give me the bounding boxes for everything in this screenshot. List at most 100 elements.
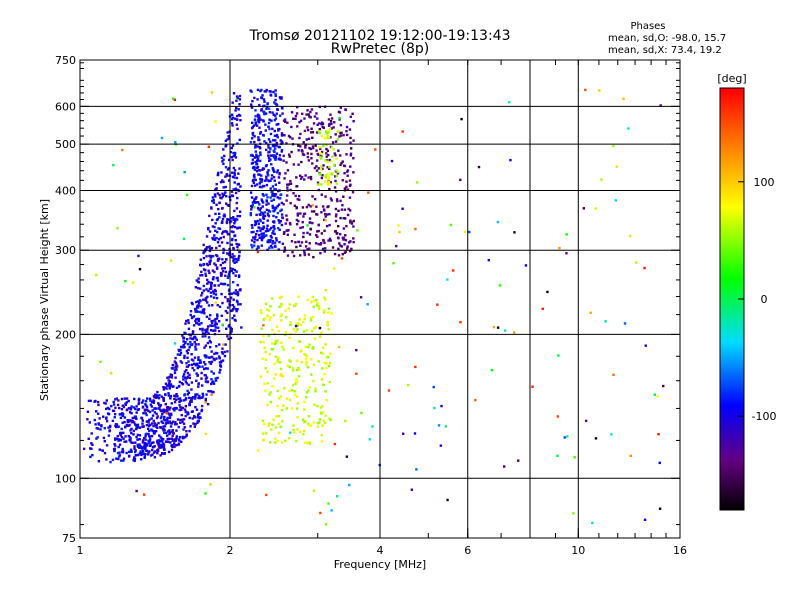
data-point [169,412,173,416]
data-point [182,378,185,381]
data-point [235,106,238,110]
data-point [202,268,206,271]
data-point [285,218,289,222]
data-point [263,110,266,114]
data-point [307,415,311,418]
data-point [209,285,213,289]
data-point [136,445,140,448]
data-point [348,196,352,199]
data-point [226,298,229,301]
data-point [147,434,151,438]
data-point [315,165,318,168]
data-point [299,226,302,230]
data-point [258,203,261,206]
data-point [225,221,229,225]
data-point [312,122,316,125]
data-point [293,393,297,396]
data-point [168,408,171,411]
data-point [298,198,301,201]
data-point [268,111,272,114]
data-point [281,242,284,245]
data-point [231,175,235,179]
data-point [161,421,164,425]
data-point [283,231,286,234]
data-point [252,230,255,234]
data-point [207,389,210,393]
data-point [281,112,284,115]
data-point [573,456,576,459]
data-point [197,382,200,386]
data-point [210,324,214,328]
data-point [304,143,308,146]
data-point [284,222,287,225]
data-point [281,216,285,220]
data-point [407,383,410,387]
data-point [95,426,98,430]
data-point [194,393,197,396]
data-point [125,401,129,404]
data-point [229,296,233,299]
data-point [213,288,217,292]
colorbar-segment [720,356,744,359]
data-point [312,489,316,492]
data-point [236,127,239,131]
data-point [163,451,167,455]
data-point [89,455,92,459]
data-point [122,459,125,462]
data-point [329,352,332,355]
data-point [297,375,301,378]
data-point [170,402,174,405]
data-point [271,232,274,235]
colorbar-segment [720,376,744,379]
data-point [195,379,198,383]
data-point [231,116,235,119]
data-point [298,136,301,140]
data-point [118,438,121,441]
colorbar-segment [720,484,744,487]
data-point [217,320,221,323]
data-point [257,136,260,139]
data-point [189,337,192,340]
data-point [145,408,149,412]
data-point [152,451,156,454]
data-point [113,449,116,452]
colorbar-segment [720,428,744,431]
data-point [305,329,309,332]
data-point [231,144,235,147]
data-point [306,248,309,251]
data-point [175,398,178,401]
data-point [100,424,103,427]
data-point [179,348,182,352]
data-point [221,258,224,261]
data-point [326,205,329,209]
colorbar-segment [720,490,744,493]
data-point [282,159,285,162]
data-point [324,523,328,526]
data-point [184,398,187,401]
data-point [308,441,311,444]
data-point [230,171,234,174]
data-point [343,251,347,254]
data-point [288,303,291,306]
colorbar-segment [720,414,744,417]
data-point [329,136,332,139]
data-point [313,327,316,330]
data-point [178,435,182,439]
data-point [175,406,178,410]
data-point [278,228,281,232]
data-point [302,231,305,235]
data-point [173,369,177,372]
data-point [261,236,264,240]
data-point [269,234,273,238]
data-point [203,312,206,315]
data-point [269,148,272,151]
data-point [208,317,211,321]
data-point [215,218,219,222]
data-point [175,368,178,371]
colorbar-segment [720,152,744,155]
data-point [468,230,471,234]
data-point [347,241,351,244]
data-point [496,326,500,329]
data-point [305,395,308,399]
data-point [291,384,295,387]
